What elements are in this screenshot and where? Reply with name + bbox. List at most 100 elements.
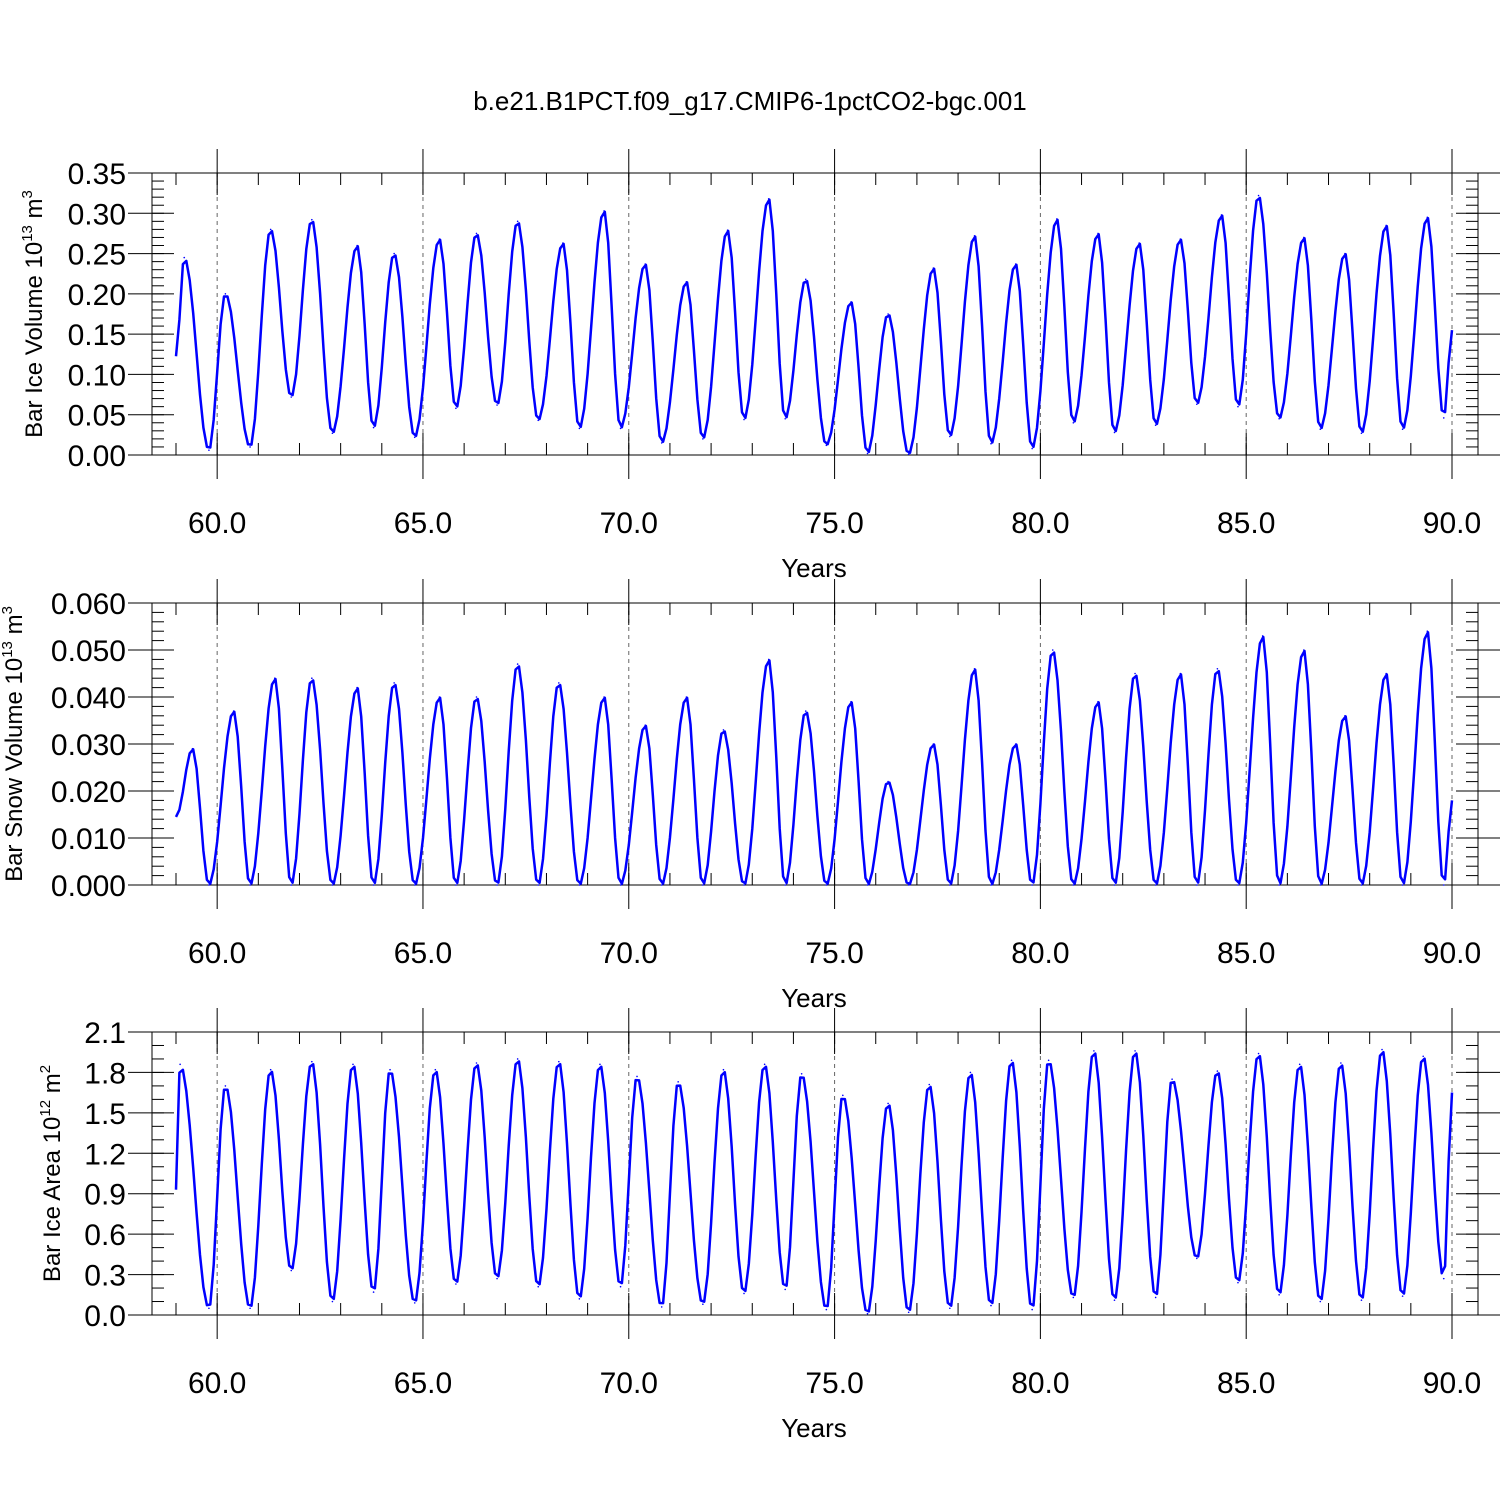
data-point bbox=[907, 453, 910, 455]
y-tick-label: 0.10 bbox=[68, 359, 126, 392]
data-point bbox=[438, 696, 441, 698]
data-point bbox=[1216, 1070, 1219, 1072]
data-point bbox=[1401, 1295, 1404, 1297]
data-point bbox=[331, 1300, 334, 1303]
data-point bbox=[973, 235, 976, 237]
data-point bbox=[990, 442, 992, 445]
data-point bbox=[191, 747, 194, 750]
data-point bbox=[784, 417, 786, 420]
data-point bbox=[232, 710, 235, 712]
data-point bbox=[1442, 1277, 1445, 1280]
data-point bbox=[1047, 1059, 1050, 1062]
data-point bbox=[475, 232, 478, 235]
data-point bbox=[413, 436, 416, 439]
data-point bbox=[677, 1081, 679, 1083]
data-point bbox=[558, 682, 560, 684]
data-point bbox=[224, 293, 227, 295]
data-point bbox=[578, 884, 581, 886]
data-point bbox=[850, 301, 852, 303]
data-point bbox=[644, 263, 647, 265]
data-point bbox=[1113, 884, 1116, 886]
y-tick-label: 0.010 bbox=[51, 823, 126, 856]
data-point bbox=[804, 710, 807, 712]
data-point bbox=[1426, 216, 1429, 219]
data-point bbox=[1381, 1048, 1383, 1051]
data-point bbox=[784, 1288, 786, 1291]
data-point bbox=[562, 242, 564, 244]
data-point bbox=[1072, 1296, 1075, 1299]
data-point bbox=[1196, 884, 1198, 886]
data-point bbox=[516, 1058, 519, 1060]
x-tick-label: 85.0 bbox=[1217, 1367, 1275, 1400]
data-point bbox=[1220, 214, 1223, 216]
data-point bbox=[331, 432, 334, 435]
data-point bbox=[767, 197, 770, 200]
x-axis-title: Years bbox=[781, 983, 847, 1013]
y-tick-label: 0.050 bbox=[51, 635, 126, 668]
panel-ice-volume: 0.00 0.05 0.10 0.15 0.20 0.25 0.30 0.35 60.0 65.0… bbox=[19, 149, 1500, 583]
data-point bbox=[537, 419, 540, 422]
data-point bbox=[949, 1307, 951, 1310]
data-point bbox=[1010, 1059, 1013, 1062]
y-tick-label: 0.0 bbox=[84, 1300, 126, 1333]
x-tick-label: 70.0 bbox=[600, 1367, 658, 1400]
data-point bbox=[866, 884, 869, 886]
data-point bbox=[438, 238, 441, 240]
data-point bbox=[1426, 630, 1429, 632]
data-point bbox=[224, 1085, 227, 1087]
data-point bbox=[842, 1094, 844, 1097]
data-point bbox=[1422, 1055, 1424, 1058]
data-point bbox=[516, 220, 519, 223]
x-tick-label: 75.0 bbox=[805, 1367, 863, 1400]
data-point bbox=[1303, 649, 1305, 651]
data-point bbox=[743, 884, 745, 886]
data-point bbox=[887, 1102, 889, 1105]
data-point bbox=[537, 884, 540, 886]
data-point bbox=[455, 884, 457, 886]
data-point bbox=[949, 435, 951, 438]
data-point bbox=[1097, 232, 1099, 235]
y-tick-label: 0.000 bbox=[51, 870, 126, 903]
data-point bbox=[1031, 1308, 1033, 1311]
data-point bbox=[660, 442, 663, 444]
data-point bbox=[273, 677, 276, 679]
plot-frame bbox=[151, 172, 1479, 456]
data-point bbox=[269, 1068, 272, 1071]
data-point bbox=[907, 884, 910, 886]
data-point bbox=[767, 658, 770, 661]
data-point bbox=[393, 252, 395, 255]
x-tick-label: 80.0 bbox=[1011, 507, 1069, 540]
x-tick-label: 70.0 bbox=[600, 937, 658, 970]
data-point bbox=[331, 884, 334, 886]
data-point bbox=[825, 884, 828, 886]
data-point bbox=[825, 1308, 828, 1311]
data-point bbox=[290, 1269, 293, 1272]
data-point bbox=[413, 884, 416, 886]
data-point bbox=[702, 884, 704, 886]
data-point bbox=[1154, 424, 1157, 426]
y-tick-label: 0.00 bbox=[68, 440, 126, 473]
data-point bbox=[413, 1302, 416, 1304]
data-point bbox=[1298, 1063, 1301, 1066]
y-tick-label: 0.6 bbox=[84, 1219, 126, 1252]
data-point bbox=[183, 256, 186, 259]
data-point bbox=[685, 696, 688, 698]
data-point bbox=[1072, 421, 1075, 424]
data-point bbox=[660, 1306, 663, 1308]
data-point bbox=[311, 1060, 313, 1063]
data-point bbox=[352, 1063, 354, 1066]
data-point bbox=[1401, 428, 1404, 431]
y-tick-label: 0.9 bbox=[84, 1179, 126, 1212]
data-point bbox=[1196, 1257, 1198, 1260]
plot-frame bbox=[151, 1031, 1479, 1316]
data-point bbox=[1093, 1050, 1095, 1052]
data-point bbox=[1179, 672, 1182, 675]
y-tick-label: 0.35 bbox=[68, 158, 126, 191]
data-point bbox=[887, 780, 889, 783]
data-point bbox=[1154, 1296, 1157, 1299]
data-point bbox=[1072, 884, 1075, 886]
data-point bbox=[1134, 1050, 1136, 1052]
data-point bbox=[1344, 715, 1346, 717]
x-tick-label: 65.0 bbox=[394, 937, 452, 970]
